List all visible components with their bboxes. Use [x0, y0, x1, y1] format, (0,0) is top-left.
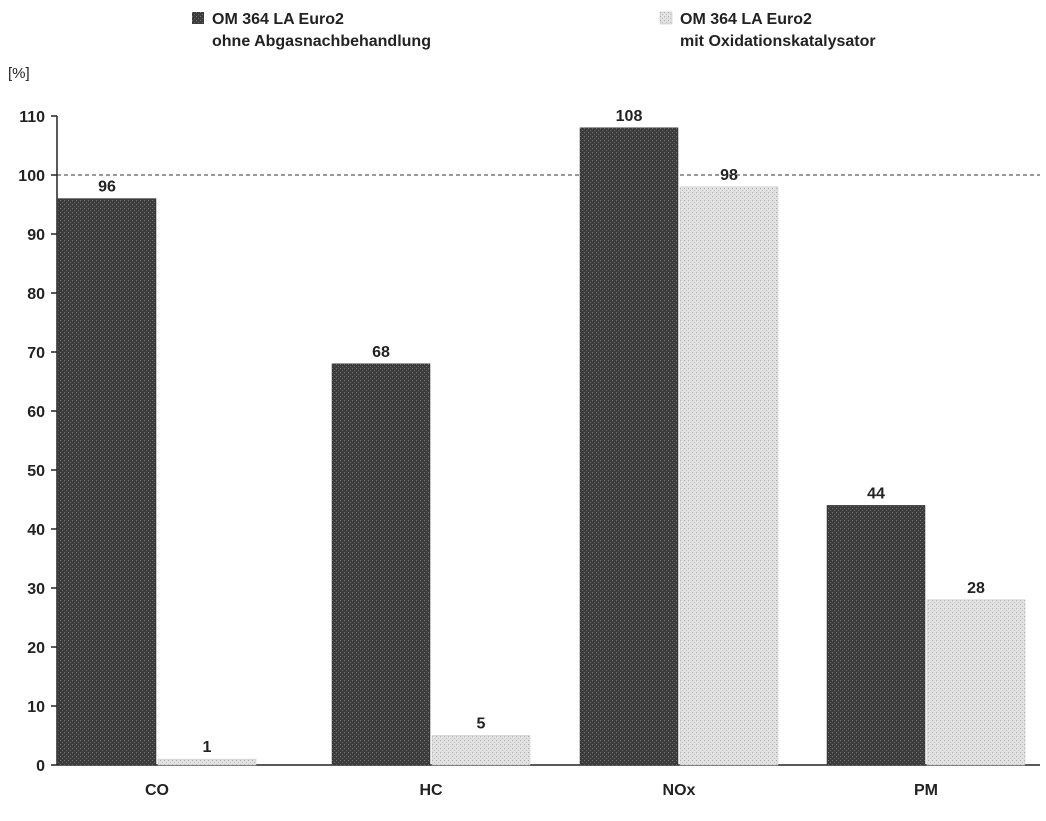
- value-label: 5: [477, 716, 486, 733]
- value-label: 68: [372, 344, 390, 361]
- value-label: 108: [616, 108, 643, 125]
- y-tick-label: 100: [18, 168, 45, 185]
- y-tick-label: 50: [27, 463, 45, 480]
- value-label: 28: [967, 580, 985, 597]
- value-label: 44: [867, 485, 885, 502]
- value-labels: 96 1 68 5 108 98 44 28: [98, 108, 985, 756]
- value-label: 1: [203, 739, 212, 756]
- y-tick-label: 0: [36, 758, 45, 775]
- legend-swatch-series-2: [659, 11, 673, 25]
- legend-label-series-1-line2: ohne Abgasnachbehandlung: [212, 33, 431, 50]
- bar-nox-series-1: [579, 127, 679, 766]
- value-label: 98: [720, 167, 738, 184]
- bar-co-series-1: [57, 198, 157, 766]
- x-tick-label: HC: [419, 782, 443, 799]
- bar-hc-series-1: [331, 363, 431, 766]
- bar-co-series-2: [157, 758, 257, 766]
- y-tick-label: 110: [19, 109, 45, 126]
- y-tick-label: 90: [27, 227, 45, 244]
- value-label: 96: [98, 179, 116, 196]
- y-tick-label: 30: [27, 581, 45, 598]
- y-tick-label: 10: [27, 699, 45, 716]
- y-ticks: 0 10 20 30 40 50 60 70 80 90 100 110: [18, 109, 57, 775]
- x-tick-label: NOx: [663, 782, 696, 799]
- bar-pm-series-2: [926, 599, 1026, 766]
- x-tick-label: PM: [914, 782, 938, 799]
- y-axis-label: [%]: [8, 65, 30, 82]
- x-tick-label: CO: [145, 782, 169, 799]
- bars: [57, 127, 1026, 766]
- y-tick-label: 40: [27, 522, 45, 539]
- y-tick-label: 60: [27, 404, 45, 421]
- legend-label-series-2-line1: OM 364 LA Euro2: [680, 11, 812, 28]
- legend: OM 364 LA Euro2 ohne Abgasnachbehandlung…: [192, 11, 876, 50]
- bar-hc-series-2: [431, 735, 531, 766]
- y-tick-label: 70: [27, 345, 45, 362]
- legend-label-series-2-line2: mit Oxidationskatalysator: [680, 33, 876, 50]
- y-tick-label: 80: [27, 286, 45, 303]
- y-tick-label: 20: [27, 640, 45, 657]
- bar-pm-series-1: [826, 505, 926, 766]
- x-tick-labels: CO HC NOx PM: [145, 782, 938, 799]
- legend-swatch-series-1: [192, 12, 204, 24]
- bar-nox-series-2: [679, 186, 779, 766]
- legend-label-series-1-line1: OM 364 LA Euro2: [212, 11, 344, 28]
